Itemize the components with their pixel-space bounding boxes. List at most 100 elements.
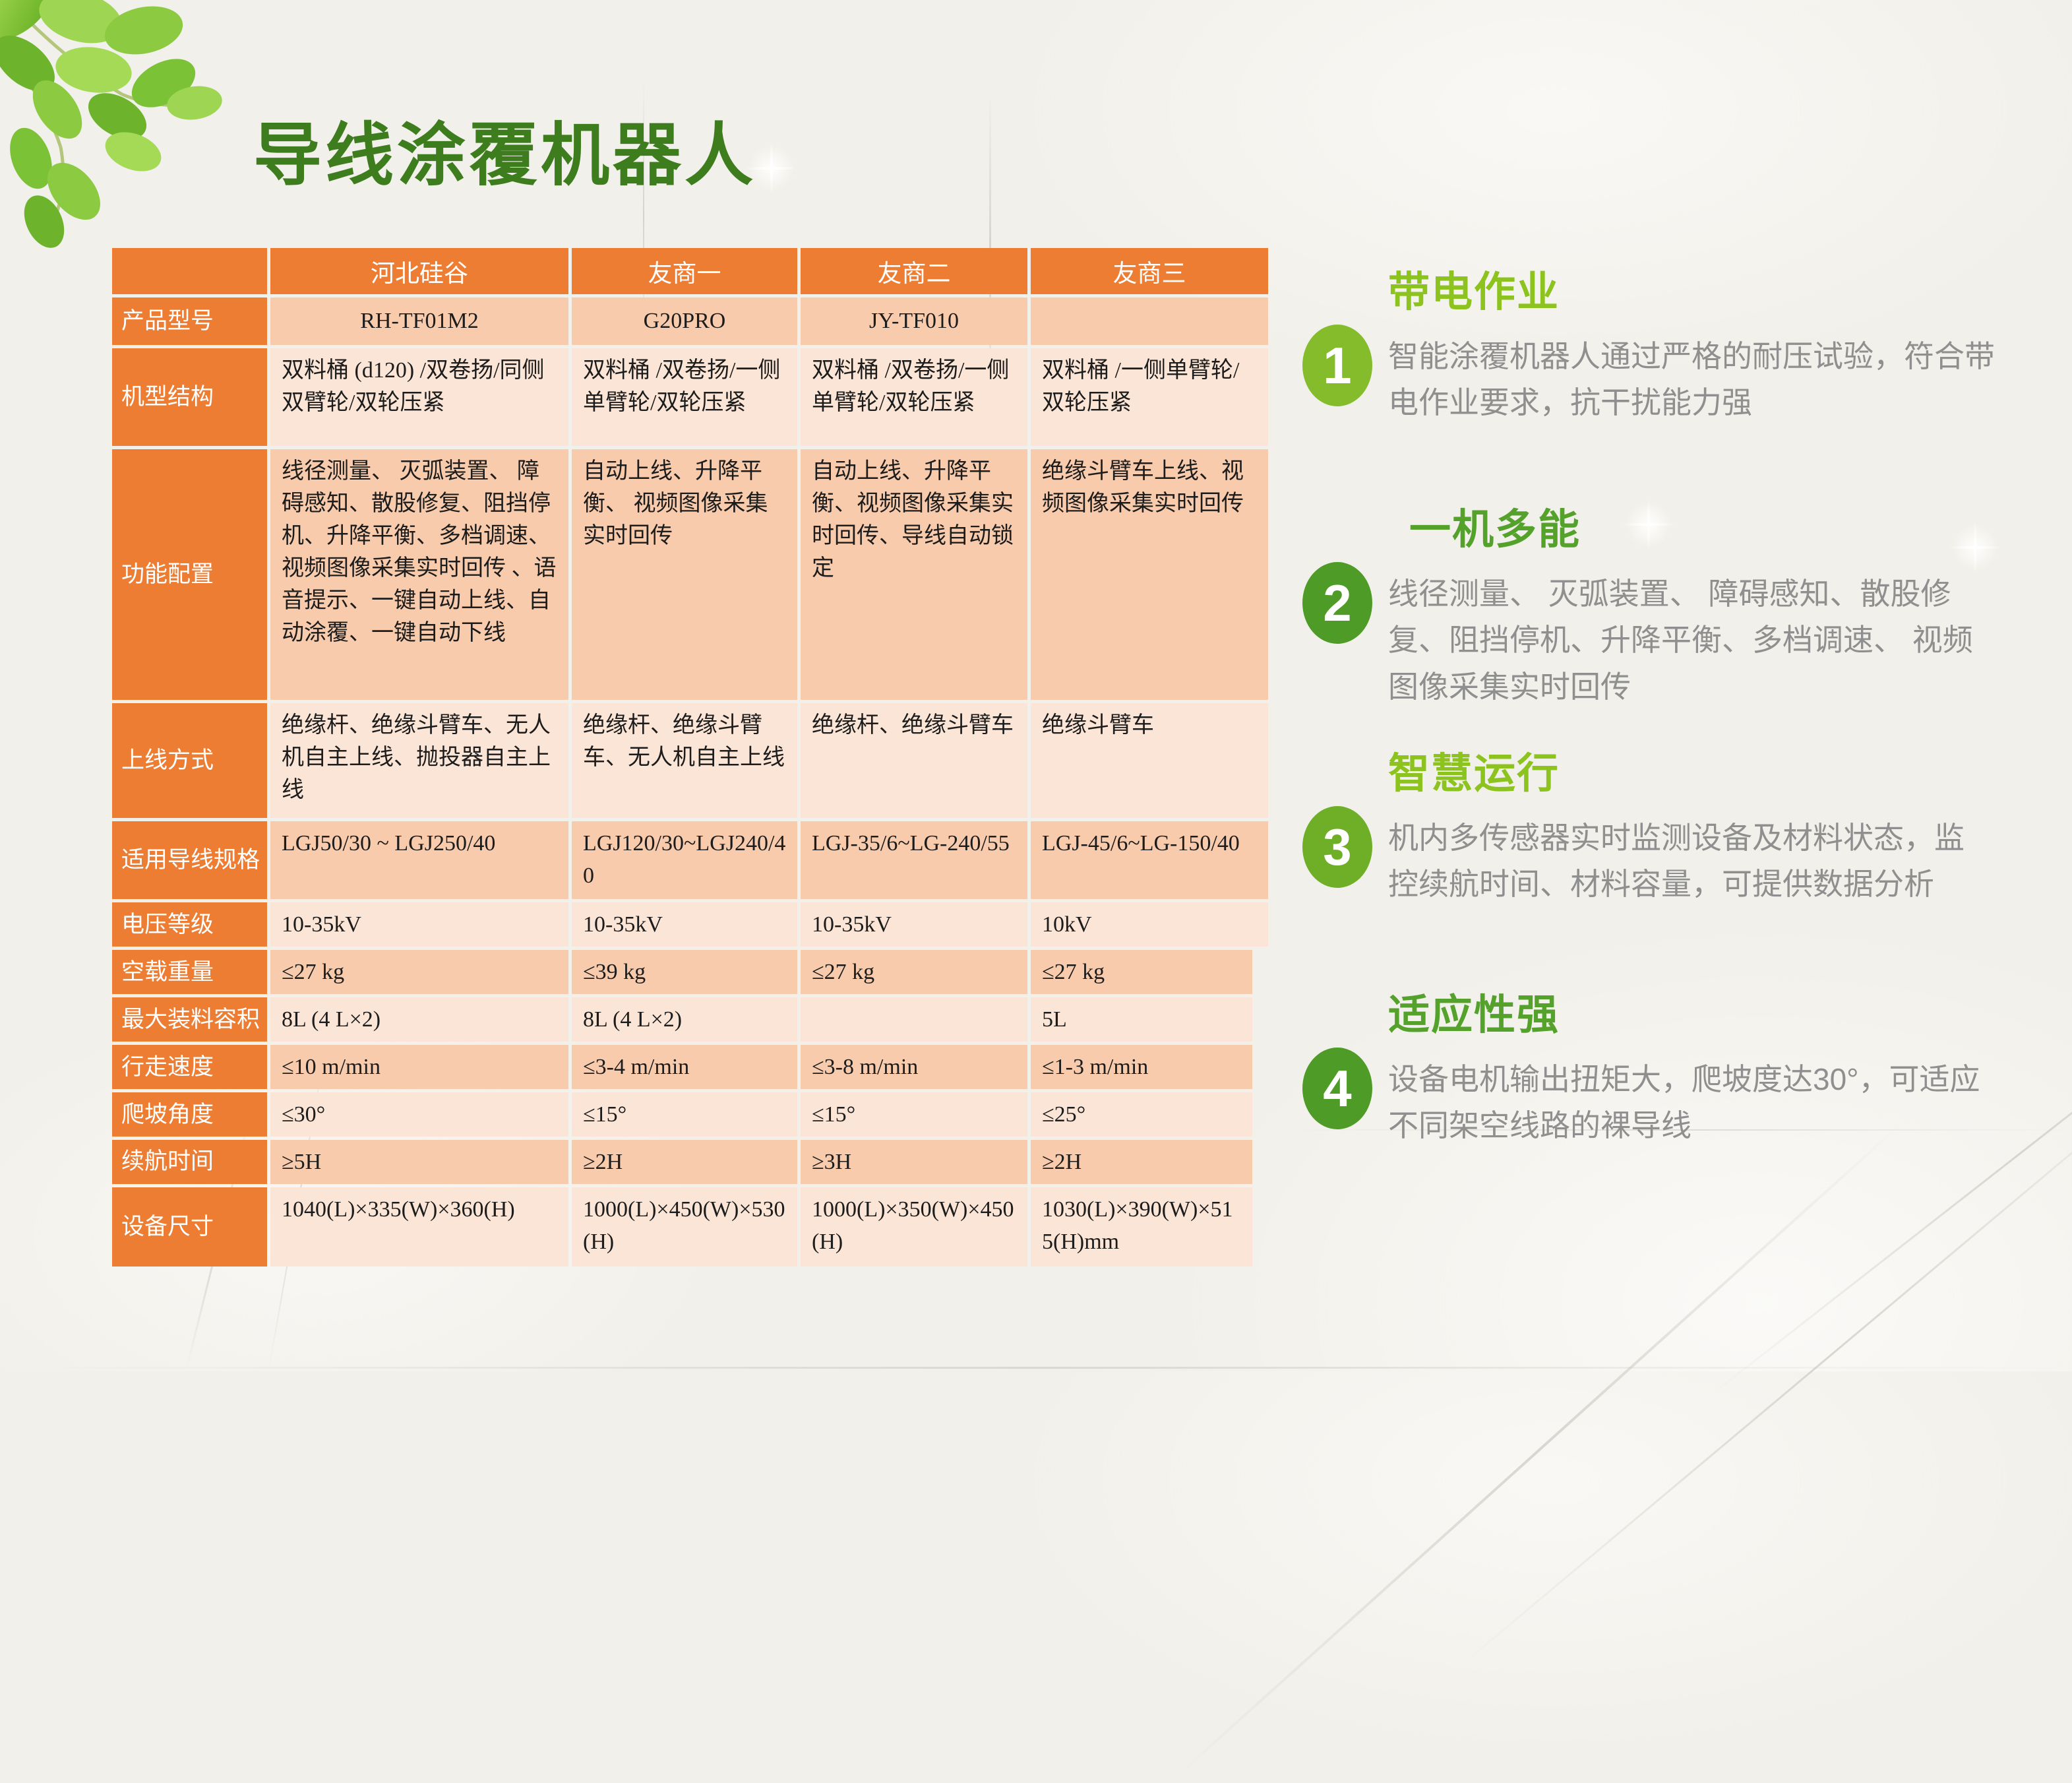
header-cell: 友商一 <box>572 248 797 294</box>
header-cell: 河北硅谷 <box>270 248 568 294</box>
feature-block: 3 智慧运行机内多传感器实时监测设备及材料状态，监 控续航时间、材料容量，可提供数… <box>1302 740 2072 908</box>
data-cell: ≤39 kg <box>572 949 797 994</box>
data-cell: 10-35kV <box>270 902 568 947</box>
data-cell: ≤30° <box>270 1092 568 1137</box>
table-row: 设备尺寸 1040(L)×335(W)×360(H) 1000(L)×450(W)×… <box>112 1187 1268 1267</box>
row-label-cell: 机型结构 <box>112 348 267 446</box>
feature-title: 智慧运行 <box>1388 751 1560 797</box>
data-cell: LGJ50/30 ~ LGJ250/40 <box>270 821 568 899</box>
table-header-row: 河北硅谷 友商一 友商二 友商三 <box>112 248 1268 294</box>
data-cell: JY-TF010 <box>801 297 1027 345</box>
data-cell: 双料桶 /双卷扬/一侧单臂轮/双轮压紧 <box>572 348 797 446</box>
feature-description: 机内多传感器实时监测设备及材料状态，监 控续航时间、材料容量，可提供数据分析 <box>1388 821 1965 902</box>
feature-block: 2 一机多能线径测量、 灭弧装置、 障碍感知、散股修 复、阻挡停机、升降平衡、多档… <box>1302 496 2072 710</box>
row-label-cell: 空载重量 <box>112 949 267 994</box>
data-cell: LGJ120/30~LGJ240/40 <box>572 821 797 899</box>
background-seam <box>1286 1129 2071 1131</box>
data-cell: ≥3H <box>801 1139 1027 1184</box>
table-body: 产品型号 RH-TF01M2 G20PRO JY-TF010 机型结构 双料桶 (d120… <box>112 297 1268 1267</box>
data-cell: ≤3-4 m/min <box>572 1044 797 1089</box>
header-corner-cell <box>112 248 267 294</box>
row-label-cell: 适用导线规格 <box>112 821 267 899</box>
data-cell: 双料桶 /一侧单臂轮/双轮压紧 <box>1031 348 1268 446</box>
feature-number-badge: 1 <box>1302 325 1372 406</box>
data-cell <box>1031 297 1268 345</box>
data-cell: 10-35kV <box>801 902 1027 947</box>
data-cell: LGJ-35/6~LG-240/55 <box>801 821 1027 899</box>
data-cell: 绝缘杆、绝缘斗臂车、无人机自主上线 <box>572 703 797 818</box>
row-label-cell: 爬坡角度 <box>112 1092 267 1137</box>
data-cell: 1000(L)×350(W)×450(H) <box>801 1187 1027 1267</box>
row-label-cell: 最大装料容积 <box>112 997 267 1042</box>
background-seam <box>0 1367 2072 1369</box>
table-row: 产品型号 RH-TF01M2 G20PRO JY-TF010 <box>112 297 1268 345</box>
table-row: 机型结构 双料桶 (d120) /双卷扬/同侧双臂轮/双轮压紧 双料桶 /双卷扬/一… <box>112 348 1268 446</box>
data-cell: 双料桶 /双卷扬/一侧单臂轮/双轮压紧 <box>801 348 1027 446</box>
table-row: 续航时间 ≥5H ≥2H ≥3H ≥2H <box>112 1139 1268 1184</box>
data-cell: 线径测量、 灭弧装置、 障碍感知、散股修复、阻挡停机、升降平衡、多档调速、 视频… <box>270 449 568 700</box>
table-row: 空载重量 ≤27 kg ≤39 kg ≤27 kg ≤27 kg <box>112 949 1268 994</box>
data-cell: ≤15° <box>801 1092 1027 1137</box>
data-cell: 10-35kV <box>572 902 797 947</box>
data-cell: ≤3-8 m/min <box>801 1044 1027 1089</box>
data-cell: ≥2H <box>572 1139 797 1184</box>
leaves-decoration <box>0 0 222 248</box>
feature-title: 一机多能 <box>1409 507 1581 553</box>
data-cell: 自动上线、升降平衡、 视频图像采集实时回传 <box>572 449 797 700</box>
table-row: 功能配置 线径测量、 灭弧装置、 障碍感知、散股修复、阻挡停机、升降平衡、多档调速… <box>112 449 1268 700</box>
header-cell: 友商二 <box>801 248 1027 294</box>
data-cell: 绝缘斗臂车上线、视频图像采集实时回传 <box>1031 449 1268 700</box>
row-label-cell: 产品型号 <box>112 297 267 345</box>
data-cell: ≥5H <box>270 1139 568 1184</box>
data-cell: ≤1-3 m/min <box>1031 1044 1252 1089</box>
table-row: 最大装料容积 8L (4 L×2) 8L (4 L×2) 5L <box>112 997 1268 1042</box>
data-cell: 8L (4 L×2) <box>270 997 568 1042</box>
data-cell: 绝缘杆、绝缘斗臂车、无人机自主上线、抛投器自主上线 <box>270 703 568 818</box>
table-row: 电压等级 10-35kV 10-35kV 10-35kV 10kV <box>112 902 1268 947</box>
data-cell: ≤27 kg <box>1031 949 1252 994</box>
data-cell: 绝缘杆、绝缘斗臂车 <box>801 703 1027 818</box>
row-label-cell: 电压等级 <box>112 902 267 947</box>
table-row: 爬坡角度 ≤30° ≤15° ≤15° ≤25° <box>112 1092 1268 1137</box>
row-label-cell: 设备尺寸 <box>112 1187 267 1267</box>
data-cell: ≤10 m/min <box>270 1044 568 1089</box>
data-cell: ≤27 kg <box>801 949 1027 994</box>
data-cell: 8L (4 L×2) <box>572 997 797 1042</box>
data-cell <box>801 997 1027 1042</box>
comparison-table: 河北硅谷 友商一 友商二 友商三 产品型号 RH-TF01M2 G20PRO JY-TF01… <box>112 248 1268 1270</box>
feature-number-badge: 4 <box>1302 1048 1372 1129</box>
background-seam <box>643 79 644 356</box>
feature-title: 适应性强 <box>1388 992 1560 1038</box>
table-row: 上线方式 绝缘杆、绝缘斗臂车、无人机自主上线、抛投器自主上线 绝缘杆、绝缘斗臂车、无… <box>112 703 1268 818</box>
feature-description: 线径测量、 灭弧装置、 障碍感知、散股修 复、阻挡停机、升降平衡、多档调速、 视… <box>1388 577 1973 704</box>
row-label-cell: 上线方式 <box>112 703 267 818</box>
feature-number-badge: 3 <box>1302 806 1372 888</box>
data-cell: G20PRO <box>572 297 797 345</box>
row-label-cell: 功能配置 <box>112 449 267 700</box>
header-cell: 友商三 <box>1031 248 1268 294</box>
data-cell: ≤25° <box>1031 1092 1252 1137</box>
data-cell: 1030(L)×390(W)×515(H)mm <box>1031 1187 1252 1267</box>
data-cell: 10kV <box>1031 902 1268 947</box>
feature-title: 带电作业 <box>1388 269 1560 315</box>
data-cell: 1000(L)×450(W)×530(H) <box>572 1187 797 1267</box>
data-cell: 自动上线、升降平衡、视频图像采集实时回传、导线自动锁定 <box>801 449 1027 700</box>
feature-number-badge: 2 <box>1302 562 1372 644</box>
feature-block: 1 带电作业智能涂覆机器人通过严格的耐压试验，符合带 电作业要求，抗干扰能力强 <box>1302 259 2072 426</box>
feature-description: 智能涂覆机器人通过严格的耐压试验，符合带 电作业要求，抗干扰能力强 <box>1388 339 1995 420</box>
background-seam <box>1169 1119 1906 1783</box>
feature-description: 设备电机输出扭矩大，爬坡度达30°，可适应 不同架空线路的裸导线 <box>1388 1062 1980 1143</box>
data-cell: 5L <box>1031 997 1252 1042</box>
page-title: 导线涂覆机器人 <box>253 117 757 194</box>
data-cell: 1040(L)×335(W)×360(H) <box>270 1187 568 1267</box>
row-label-cell: 续航时间 <box>112 1139 267 1184</box>
data-cell: 双料桶 (d120) /双卷扬/同侧双臂轮/双轮压紧 <box>270 348 568 446</box>
data-cell: 绝缘斗臂车 <box>1031 703 1268 818</box>
data-cell: ≤27 kg <box>270 949 568 994</box>
data-cell: ≤15° <box>572 1092 797 1137</box>
table-row: 行走速度 ≤10 m/min ≤3-4 m/min ≤3-8 m/min ≤1-3 m/… <box>112 1044 1268 1089</box>
feature-block: 4 适应性强设备电机输出扭矩大，爬坡度达30°，可适应 不同架空线路的裸导线 <box>1302 982 2072 1149</box>
data-cell: LGJ-45/6~LG-150/40 <box>1031 821 1268 899</box>
row-label-cell: 行走速度 <box>112 1044 267 1089</box>
data-cell: RH-TF01M2 <box>270 297 568 345</box>
